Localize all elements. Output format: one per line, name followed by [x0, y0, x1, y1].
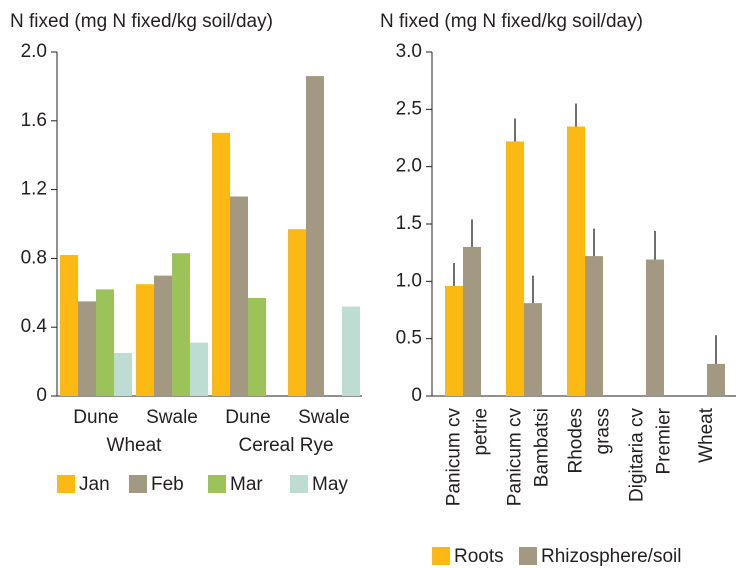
x-tick-label: Dune — [73, 407, 118, 428]
legend-label: Jan — [79, 474, 110, 495]
legend-label: Roots — [454, 546, 504, 567]
x-tick-label: Rhodes — [566, 408, 587, 474]
y-tick-label: 0.4 — [21, 316, 48, 337]
bar — [524, 303, 542, 396]
group-label: Wheat — [107, 435, 163, 456]
x-tick-label: Swale — [298, 407, 350, 428]
legend-label: Mar — [230, 474, 263, 495]
bar — [60, 254, 78, 396]
x-tick-label: Wheat — [696, 407, 717, 463]
y-tick-label: 3.0 — [396, 41, 422, 62]
y-tick-label: 1.2 — [21, 179, 47, 200]
y-tick-label: 0 — [36, 385, 47, 406]
bar — [463, 246, 481, 396]
x-tick-label: Bambatsi — [532, 408, 553, 487]
bar — [646, 259, 664, 396]
x-tick-label: petrie — [471, 408, 492, 456]
y-tick-label: 1.5 — [396, 213, 422, 234]
bar — [230, 196, 248, 396]
bar — [190, 342, 208, 396]
bar — [96, 289, 114, 396]
bar — [154, 275, 172, 396]
x-tick-label: Digitaria cv — [627, 408, 648, 502]
x-tick-label: grass — [593, 408, 614, 454]
legend-swatch — [57, 475, 75, 493]
bar — [248, 297, 266, 396]
bar — [288, 229, 306, 396]
x-tick-label: Panicum cv — [444, 408, 465, 507]
y-tick-label: 2.5 — [396, 98, 422, 119]
bar — [78, 301, 96, 396]
bar — [707, 363, 725, 396]
y-tick-label: 2.0 — [21, 41, 47, 62]
y-tick-label: 1.0 — [396, 270, 422, 291]
legend-swatch — [432, 547, 450, 565]
y-axis-label: N fixed (mg N fixed/kg soil/day) — [380, 11, 643, 32]
legend-swatch — [290, 475, 308, 493]
legend-label: May — [312, 474, 348, 495]
x-tick-label: Dune — [225, 407, 270, 428]
legend-label: Feb — [151, 474, 184, 495]
legend-swatch — [519, 547, 537, 565]
bar — [172, 253, 190, 396]
y-tick-label: 0 — [411, 385, 422, 406]
legend-swatch — [129, 475, 147, 493]
group-label: Cereal Rye — [238, 435, 333, 456]
y-axis-label: N fixed (mg N fixed/kg soil/day) — [10, 11, 273, 32]
bar — [445, 285, 463, 396]
bar — [506, 141, 524, 396]
bar — [212, 132, 230, 396]
y-tick-label: 2.0 — [396, 156, 422, 177]
bar — [306, 76, 324, 396]
x-tick-label: Swale — [146, 407, 198, 428]
bar — [114, 353, 132, 396]
y-tick-label: 0.8 — [21, 247, 47, 268]
bar — [585, 256, 603, 396]
y-tick-label: 1.6 — [21, 110, 47, 131]
bar — [567, 126, 585, 397]
legend-label: Rhizosphere/soil — [541, 546, 681, 567]
legend-swatch — [208, 475, 226, 493]
bar — [136, 284, 154, 396]
y-tick-label: 0.5 — [396, 328, 422, 349]
x-tick-label: Panicum cv — [505, 408, 526, 507]
bar — [342, 306, 360, 396]
x-tick-label: Premier — [654, 407, 675, 474]
